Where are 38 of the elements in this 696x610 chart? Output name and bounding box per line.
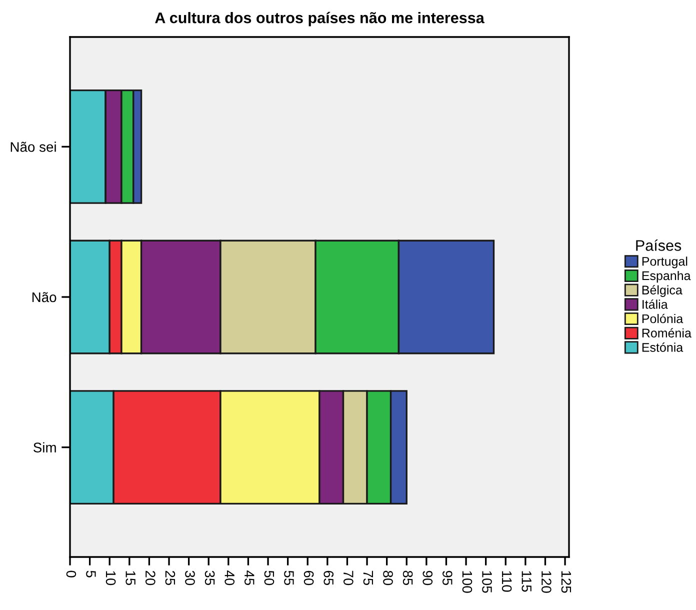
legend-label: Portugal (642, 256, 688, 268)
y-tick-label: Não sei (10, 142, 56, 152)
x-tick-label: 80 (383, 570, 393, 586)
x-tick-label: 10 (106, 571, 116, 586)
x-tick-label: 45 (244, 570, 254, 586)
x-tick-label: 65 (324, 570, 334, 586)
chart-title: A cultura dos outros países não me interessa (155, 12, 484, 26)
x-tick-label: 90 (422, 570, 433, 586)
legend-label: Espanha (642, 270, 691, 283)
x-tick-label: 110 (502, 571, 512, 592)
legend-title: Países (636, 239, 682, 251)
x-tick-label: 55 (284, 570, 294, 586)
x-tick-label: 30 (185, 570, 195, 586)
x-tick-label: 115 (522, 571, 532, 592)
x-tick-label: 120 (542, 571, 552, 593)
x-tick-label: 0 (66, 570, 76, 578)
x-tick-label: 35 (204, 570, 215, 586)
legend-label: Roménia (642, 328, 692, 338)
x-tick-label: 15 (126, 571, 136, 586)
y-tick-label: Sim (34, 442, 56, 452)
x-tick-label: 5 (86, 570, 96, 578)
y-tick-label: Não (32, 292, 56, 302)
legend-label: Polónia (642, 314, 684, 324)
x-tick-label: 50 (264, 570, 274, 586)
x-tick-label: 75 (363, 570, 373, 586)
legend-label: Itália (642, 299, 668, 309)
x-tick-label: 25 (165, 570, 176, 586)
x-tick-label: 95 (442, 570, 452, 586)
x-tick-label: 20 (145, 570, 156, 586)
x-tick-label: 40 (224, 570, 235, 586)
x-tick-label: 70 (343, 570, 354, 586)
legend-label: Estónia (642, 342, 684, 352)
x-tick-label: 100 (462, 571, 472, 593)
x-tick-label: 60 (304, 570, 314, 586)
x-tick-label: 85 (402, 570, 413, 586)
x-tick-label: 125 (561, 571, 572, 593)
legend-label: Bélgica (642, 285, 682, 297)
x-tick-label: 105 (482, 571, 492, 593)
